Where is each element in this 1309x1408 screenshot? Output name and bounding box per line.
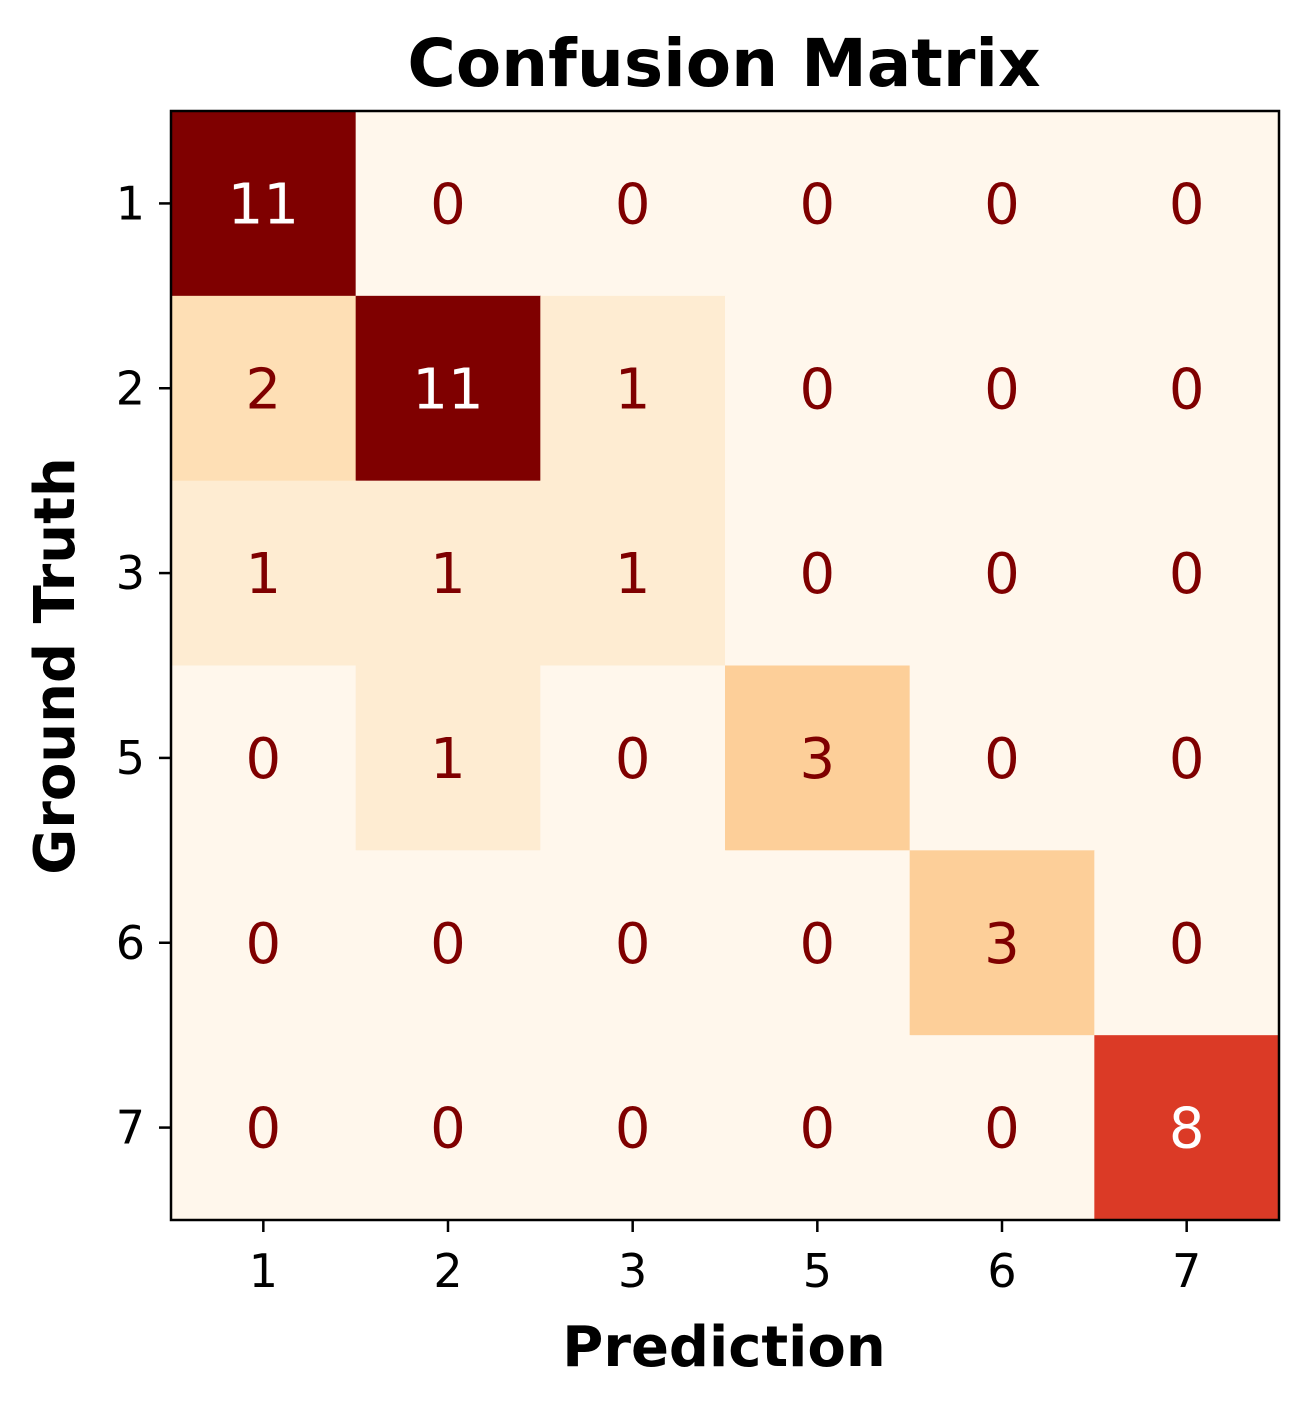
cell-value-r5-c6: 0 [984,727,1020,792]
cell-value-r3-c3: 1 [615,542,651,607]
y-tick-label-1: 1 [116,176,145,230]
cell-value-r3-c7: 0 [1169,542,1205,607]
cell-value-labels: 11 0 0 0 0 02 11 1 0 0 01 1 1 0 0 00 1 0 3 0 00 0 0 0 3 00 0 0 0 0 8 [228,172,1205,1161]
heatmap-cell-r2-c2 [355,295,541,482]
cell-value-r3-c1: 1 [246,542,282,607]
cell-value-r3-c5: 0 [800,542,836,607]
cell-value-r1-c1: 11 [228,172,299,237]
cell-value-r1-c5: 0 [800,172,836,237]
y-tick-label-5: 5 [116,731,145,785]
heatmap-cell-r7-c3 [540,1035,726,1221]
heatmap-cell-r5-c5 [725,665,911,851]
cell-value-r2-c7: 0 [1169,357,1205,422]
cell-value-r3-c6: 0 [984,542,1020,607]
cell-value-r7-c2: 0 [430,1097,466,1162]
heatmap-cell-r7-c1 [171,1035,357,1221]
y-tick-label-3: 3 [116,546,145,600]
heatmap-cell-r1-c3 [540,111,726,297]
cell-value-r6-c1: 0 [246,912,282,977]
cell-value-r7-c6: 0 [984,1097,1020,1162]
x-tick-label-2: 2 [433,1244,462,1298]
cell-value-r6-c5: 0 [800,912,836,977]
heatmap-cell-r3-c2 [355,480,541,667]
heatmap-cell-r1-c6 [909,111,1095,297]
chart-title: Confusion Matrix [407,25,1040,102]
x-tick-label-1: 1 [249,1244,278,1298]
cell-value-r6-c2: 0 [430,912,466,977]
heatmap-cell-r1-c2 [355,111,541,297]
cell-value-r2-c6: 0 [984,357,1020,422]
heatmap-cell-r2-c3 [540,295,726,482]
y-tick-label-7: 7 [116,1101,145,1155]
cell-value-r7-c1: 0 [246,1097,282,1162]
heatmap-cell-r6-c7 [1094,850,1280,1036]
heatmap-cell-r7-c6 [909,1035,1095,1221]
heatmap-cell-r1-c5 [725,111,911,297]
heatmap-cell-r2-c1 [171,295,357,482]
cell-value-r2-c5: 0 [800,357,836,422]
y-tick-label-6: 6 [116,916,145,970]
heatmap-cell-r2-c6 [909,295,1095,482]
heatmap-cell-r6-c1 [171,850,357,1036]
heatmap-cell-r6-c3 [540,850,726,1036]
x-tick-label-6: 6 [987,1244,1016,1298]
cell-value-r5-c3: 0 [615,727,651,792]
x-tick-label-5: 5 [803,1244,832,1298]
heatmap-cell-r2-c7 [1094,295,1280,482]
heatmap-cell-r5-c7 [1094,665,1280,851]
cell-value-r1-c7: 0 [1169,172,1205,237]
heatmap-cell-r3-c7 [1094,480,1280,667]
heatmap-cells [171,111,1280,1221]
heatmap-cell-r5-c3 [540,665,726,851]
cell-value-r5-c5: 3 [800,727,836,792]
cell-value-r6-c7: 0 [1169,912,1205,977]
cell-value-r1-c6: 0 [984,172,1020,237]
heatmap-cell-r6-c6 [909,850,1095,1036]
heatmap-cell-r3-c5 [725,480,911,667]
heatmap-cell-r1-c1 [171,111,357,297]
cell-value-r7-c5: 0 [800,1097,836,1162]
heatmap-cell-r1-c7 [1094,111,1280,297]
x-axis-label: Prediction [562,1315,885,1380]
cell-value-r3-c2: 1 [430,542,466,607]
heatmap-cell-r5-c2 [355,665,541,851]
x-tick-label-7: 7 [1172,1244,1201,1298]
heatmap-cell-r3-c6 [909,480,1095,667]
plot-frame [169,109,1281,1222]
x-tick-label-3: 3 [618,1244,647,1298]
cell-value-r5-c1: 0 [246,727,282,792]
cell-value-r7-c7: 8 [1169,1097,1205,1162]
cell-value-r1-c3: 0 [615,172,651,237]
heatmap-cell-r2-c5 [725,295,911,482]
heatmap-cell-r5-c1 [171,665,357,851]
cell-value-r7-c3: 0 [615,1097,651,1162]
cell-value-r6-c3: 0 [615,912,651,977]
cell-value-r6-c6: 3 [984,912,1020,977]
heatmap-cell-r7-c7 [1094,1035,1280,1221]
heatmap-cell-r7-c5 [725,1035,911,1221]
cell-value-r5-c2: 1 [430,727,466,792]
cell-value-r2-c2: 11 [412,357,483,422]
cell-value-r5-c7: 0 [1169,727,1205,792]
heatmap-cell-r3-c3 [540,480,726,667]
y-axis-label: Ground Truth [23,457,88,875]
y-axis-ticks: 1 2 3 5 6 7 [116,176,171,1155]
y-tick-label-2: 2 [116,361,145,415]
cell-value-r2-c1: 2 [246,357,282,422]
heatmap-cell-r3-c1 [171,480,357,667]
x-axis-ticks: 1 2 3 5 6 7 [249,1220,1201,1298]
cell-value-r2-c3: 1 [615,357,651,422]
heatmap-cell-r5-c6 [909,665,1095,851]
heatmap-cell-r7-c2 [355,1035,541,1221]
heatmap-cell-r6-c5 [725,850,911,1036]
cell-value-r1-c2: 0 [430,172,466,237]
heatmap-cell-r6-c2 [355,850,541,1036]
